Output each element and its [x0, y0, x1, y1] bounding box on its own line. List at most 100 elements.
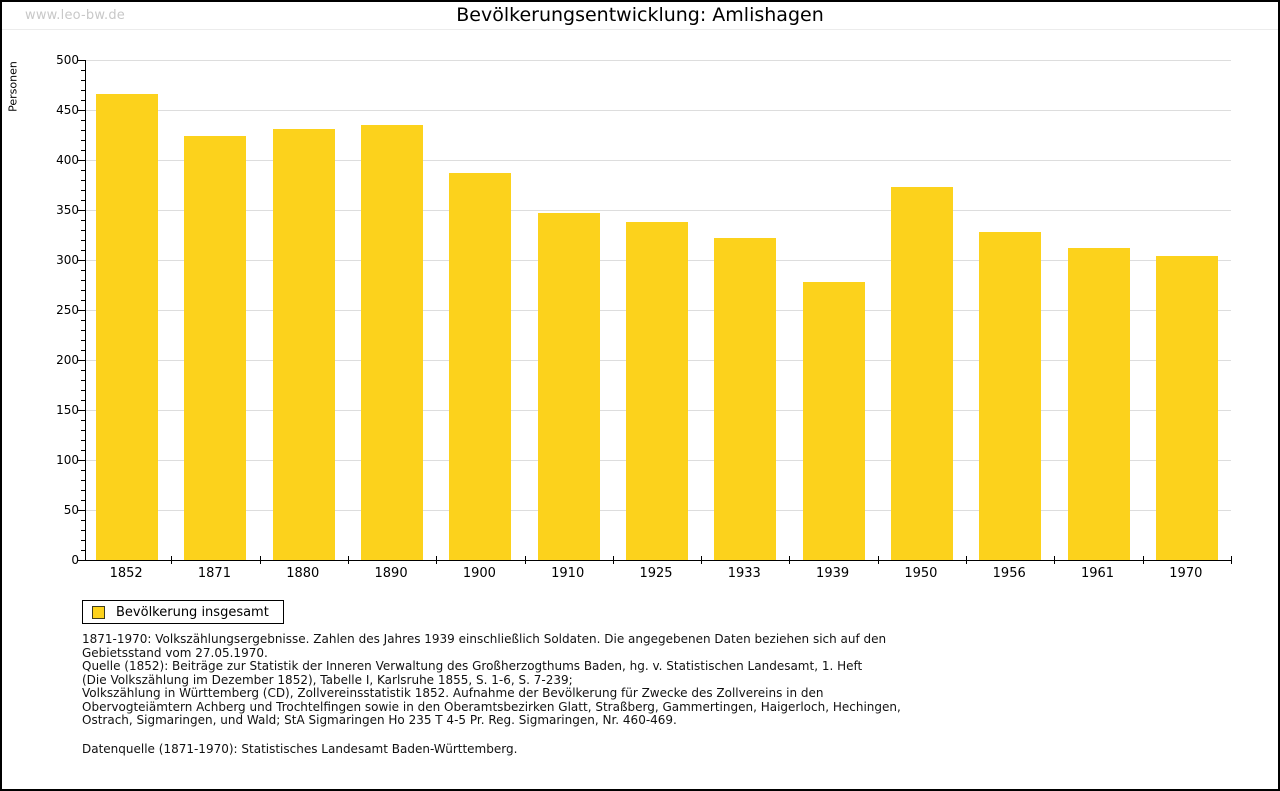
y-axis-tick-label: 350 — [56, 203, 79, 217]
y-axis-minor-tick — [81, 130, 86, 131]
x-axis-tick — [1054, 556, 1056, 564]
y-axis-minor-tick — [81, 490, 86, 491]
y-axis-major-tick — [78, 510, 86, 511]
y-axis-minor-tick — [81, 240, 86, 241]
y-axis-tick-label: 400 — [56, 153, 79, 167]
bar-1925 — [626, 222, 688, 560]
y-axis-minor-tick — [81, 500, 86, 501]
y-axis-tick-label: 0 — [71, 553, 79, 567]
footnote-line: 1871-1970: Volkszählungsergebnisse. Zahl… — [82, 632, 887, 646]
x-axis-tick — [612, 556, 614, 564]
y-axis-minor-tick — [81, 170, 86, 171]
y-axis-minor-tick — [81, 540, 86, 541]
gridline — [86, 210, 1231, 211]
x-axis-tick-label: 1900 — [462, 566, 496, 581]
y-axis-minor-tick — [81, 220, 86, 221]
x-axis-tick-label: 1880 — [286, 566, 320, 581]
bar-1970 — [1155, 256, 1218, 560]
x-axis-tick-label: 1925 — [639, 566, 673, 581]
y-axis-minor-tick — [81, 550, 86, 551]
x-axis-tick-label: 1910 — [551, 566, 585, 581]
bar-1852 — [96, 94, 159, 560]
y-axis-minor-tick — [81, 430, 86, 431]
y-axis-minor-tick — [81, 400, 86, 401]
y-axis-minor-tick — [81, 530, 86, 531]
x-axis-tick-label: 1950 — [904, 566, 938, 581]
x-axis-tick — [966, 556, 968, 564]
y-axis-minor-tick — [81, 150, 86, 151]
footnote-line: Obervogteiämtern Achberg und Trochtelfin… — [82, 699, 901, 714]
y-axis-tick-label: 450 — [56, 103, 79, 117]
y-axis-major-tick — [78, 410, 86, 411]
bar-1939 — [802, 282, 865, 560]
x-axis-tick — [701, 556, 703, 564]
y-axis-tick-label: 200 — [56, 353, 79, 367]
x-axis-tick-label: 1961 — [1080, 566, 1115, 581]
gridline — [86, 110, 1231, 111]
footnote-line: (Die Volkszählung im Dezember 1852), Tab… — [82, 672, 573, 687]
y-axis-minor-tick — [81, 350, 86, 351]
bar-1950 — [890, 187, 953, 560]
y-axis-major-tick — [78, 460, 86, 461]
x-axis-tick — [436, 556, 438, 564]
y-axis-minor-tick — [81, 80, 86, 81]
y-axis-tick-label: 150 — [56, 403, 79, 417]
y-axis-minor-tick — [81, 300, 86, 301]
gridline — [86, 160, 1231, 161]
y-axis-minor-tick — [81, 520, 86, 521]
bar-1871 — [184, 136, 247, 560]
gridline — [86, 60, 1231, 61]
y-axis-minor-tick — [81, 470, 86, 471]
bar-1933 — [714, 238, 777, 560]
bar-1961 — [1067, 248, 1130, 560]
y-axis-tick-label: 500 — [56, 53, 79, 67]
y-axis-minor-tick — [81, 370, 86, 371]
y-axis-major-tick — [78, 110, 86, 111]
y-axis-minor-tick — [81, 120, 86, 121]
legend: Bevölkerung insgesamt — [82, 600, 284, 624]
y-axis-minor-tick — [81, 340, 86, 341]
x-axis-tick-label: 1871 — [197, 566, 231, 581]
x-axis-tick-label: 1852 — [109, 566, 143, 581]
bar-1900 — [449, 173, 512, 560]
y-axis-tick-label: 250 — [56, 303, 79, 317]
x-axis-tick — [171, 556, 173, 564]
y-axis-minor-tick — [81, 280, 86, 281]
y-axis-minor-tick — [81, 390, 86, 391]
legend-label: Bevölkerung insgesamt — [116, 604, 269, 620]
y-axis-major-tick — [78, 160, 86, 161]
bar-1956 — [979, 232, 1042, 560]
x-axis-tick-label: 1956 — [992, 566, 1026, 581]
y-axis-minor-tick — [81, 180, 86, 181]
y-axis-minor-tick — [81, 200, 86, 201]
legend-swatch — [92, 605, 105, 619]
y-axis-minor-tick — [81, 320, 86, 321]
y-axis-minor-tick — [81, 70, 86, 71]
y-axis-minor-tick — [81, 440, 86, 441]
footnote-line: Quelle (1852): Beiträge zur Statistik de… — [82, 659, 863, 673]
y-axis-minor-tick — [81, 270, 86, 271]
y-axis-minor-tick — [81, 90, 86, 91]
x-axis-tick — [789, 556, 791, 564]
bar-1890 — [361, 125, 424, 560]
footnote-line: Ostrach, Sigmaringen, und Wald; StA Sigm… — [82, 713, 677, 727]
y-axis-minor-tick — [81, 380, 86, 381]
y-axis-minor-tick — [81, 290, 86, 291]
x-axis-tick — [524, 556, 526, 564]
chart-title: Bevölkerungsentwicklung: Amlishagen — [456, 4, 824, 26]
x-axis-tick-label: 1933 — [727, 566, 761, 581]
y-axis-major-tick — [78, 360, 86, 361]
y-axis-minor-tick — [81, 450, 86, 451]
y-axis-tick-label: 300 — [56, 253, 79, 267]
x-axis-tick — [1142, 556, 1144, 564]
y-axis-minor-tick — [81, 420, 86, 421]
x-axis-tick-label: 1890 — [374, 566, 408, 581]
footnote-line: Volkszählung in Württemberg (CD), Zollve… — [82, 686, 824, 700]
plot-area — [78, 60, 1232, 564]
x-axis-tick-label: 1939 — [816, 566, 850, 581]
bar-1880 — [272, 129, 335, 560]
y-axis-minor-tick — [81, 100, 86, 101]
y-axis-minor-tick — [81, 190, 86, 191]
footnote-line: Gebietsstand vom 27.05.1970. — [82, 645, 268, 660]
